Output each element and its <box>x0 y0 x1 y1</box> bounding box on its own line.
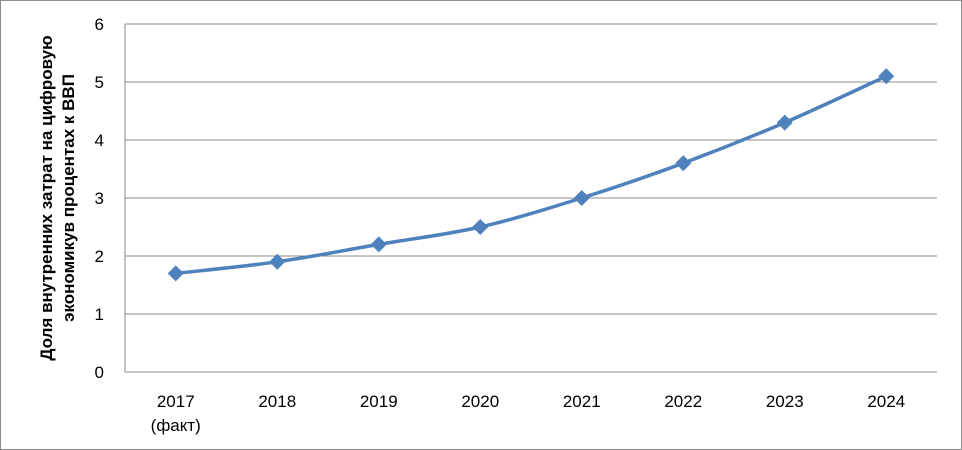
x-tick-label: 2021 <box>563 392 601 411</box>
marker <box>269 253 286 270</box>
y-tick-label: 6 <box>95 15 104 34</box>
y-axis-label: экономикув процентах к ВВП <box>59 74 78 322</box>
x-tick-label: 2023 <box>766 392 804 411</box>
x-tick-label: 2022 <box>664 392 702 411</box>
y-tick-label: 0 <box>95 363 104 382</box>
marker <box>675 155 692 172</box>
y-tick-label: 4 <box>95 131 104 150</box>
x-tick-label: 2018 <box>258 392 296 411</box>
y-tick-label: 1 <box>95 305 104 324</box>
x-tick-label: 2017 (факт) <box>151 392 201 435</box>
y-axis-label: Доля внутренних затрат на цифровую <box>37 35 56 360</box>
y-tick-label: 2 <box>95 247 104 266</box>
marker <box>370 236 387 253</box>
x-tick-label: 2024 <box>867 392 905 411</box>
series-line <box>175 74 887 276</box>
x-tick-label: 2020 <box>461 392 499 411</box>
y-tick-label: 5 <box>95 73 104 92</box>
marker <box>167 265 184 282</box>
y-tick-label: 3 <box>95 189 104 208</box>
x-tick-label: 2019 <box>360 392 398 411</box>
marker <box>472 219 489 235</box>
marker <box>878 68 895 85</box>
marker <box>776 114 793 131</box>
marker <box>573 190 590 206</box>
